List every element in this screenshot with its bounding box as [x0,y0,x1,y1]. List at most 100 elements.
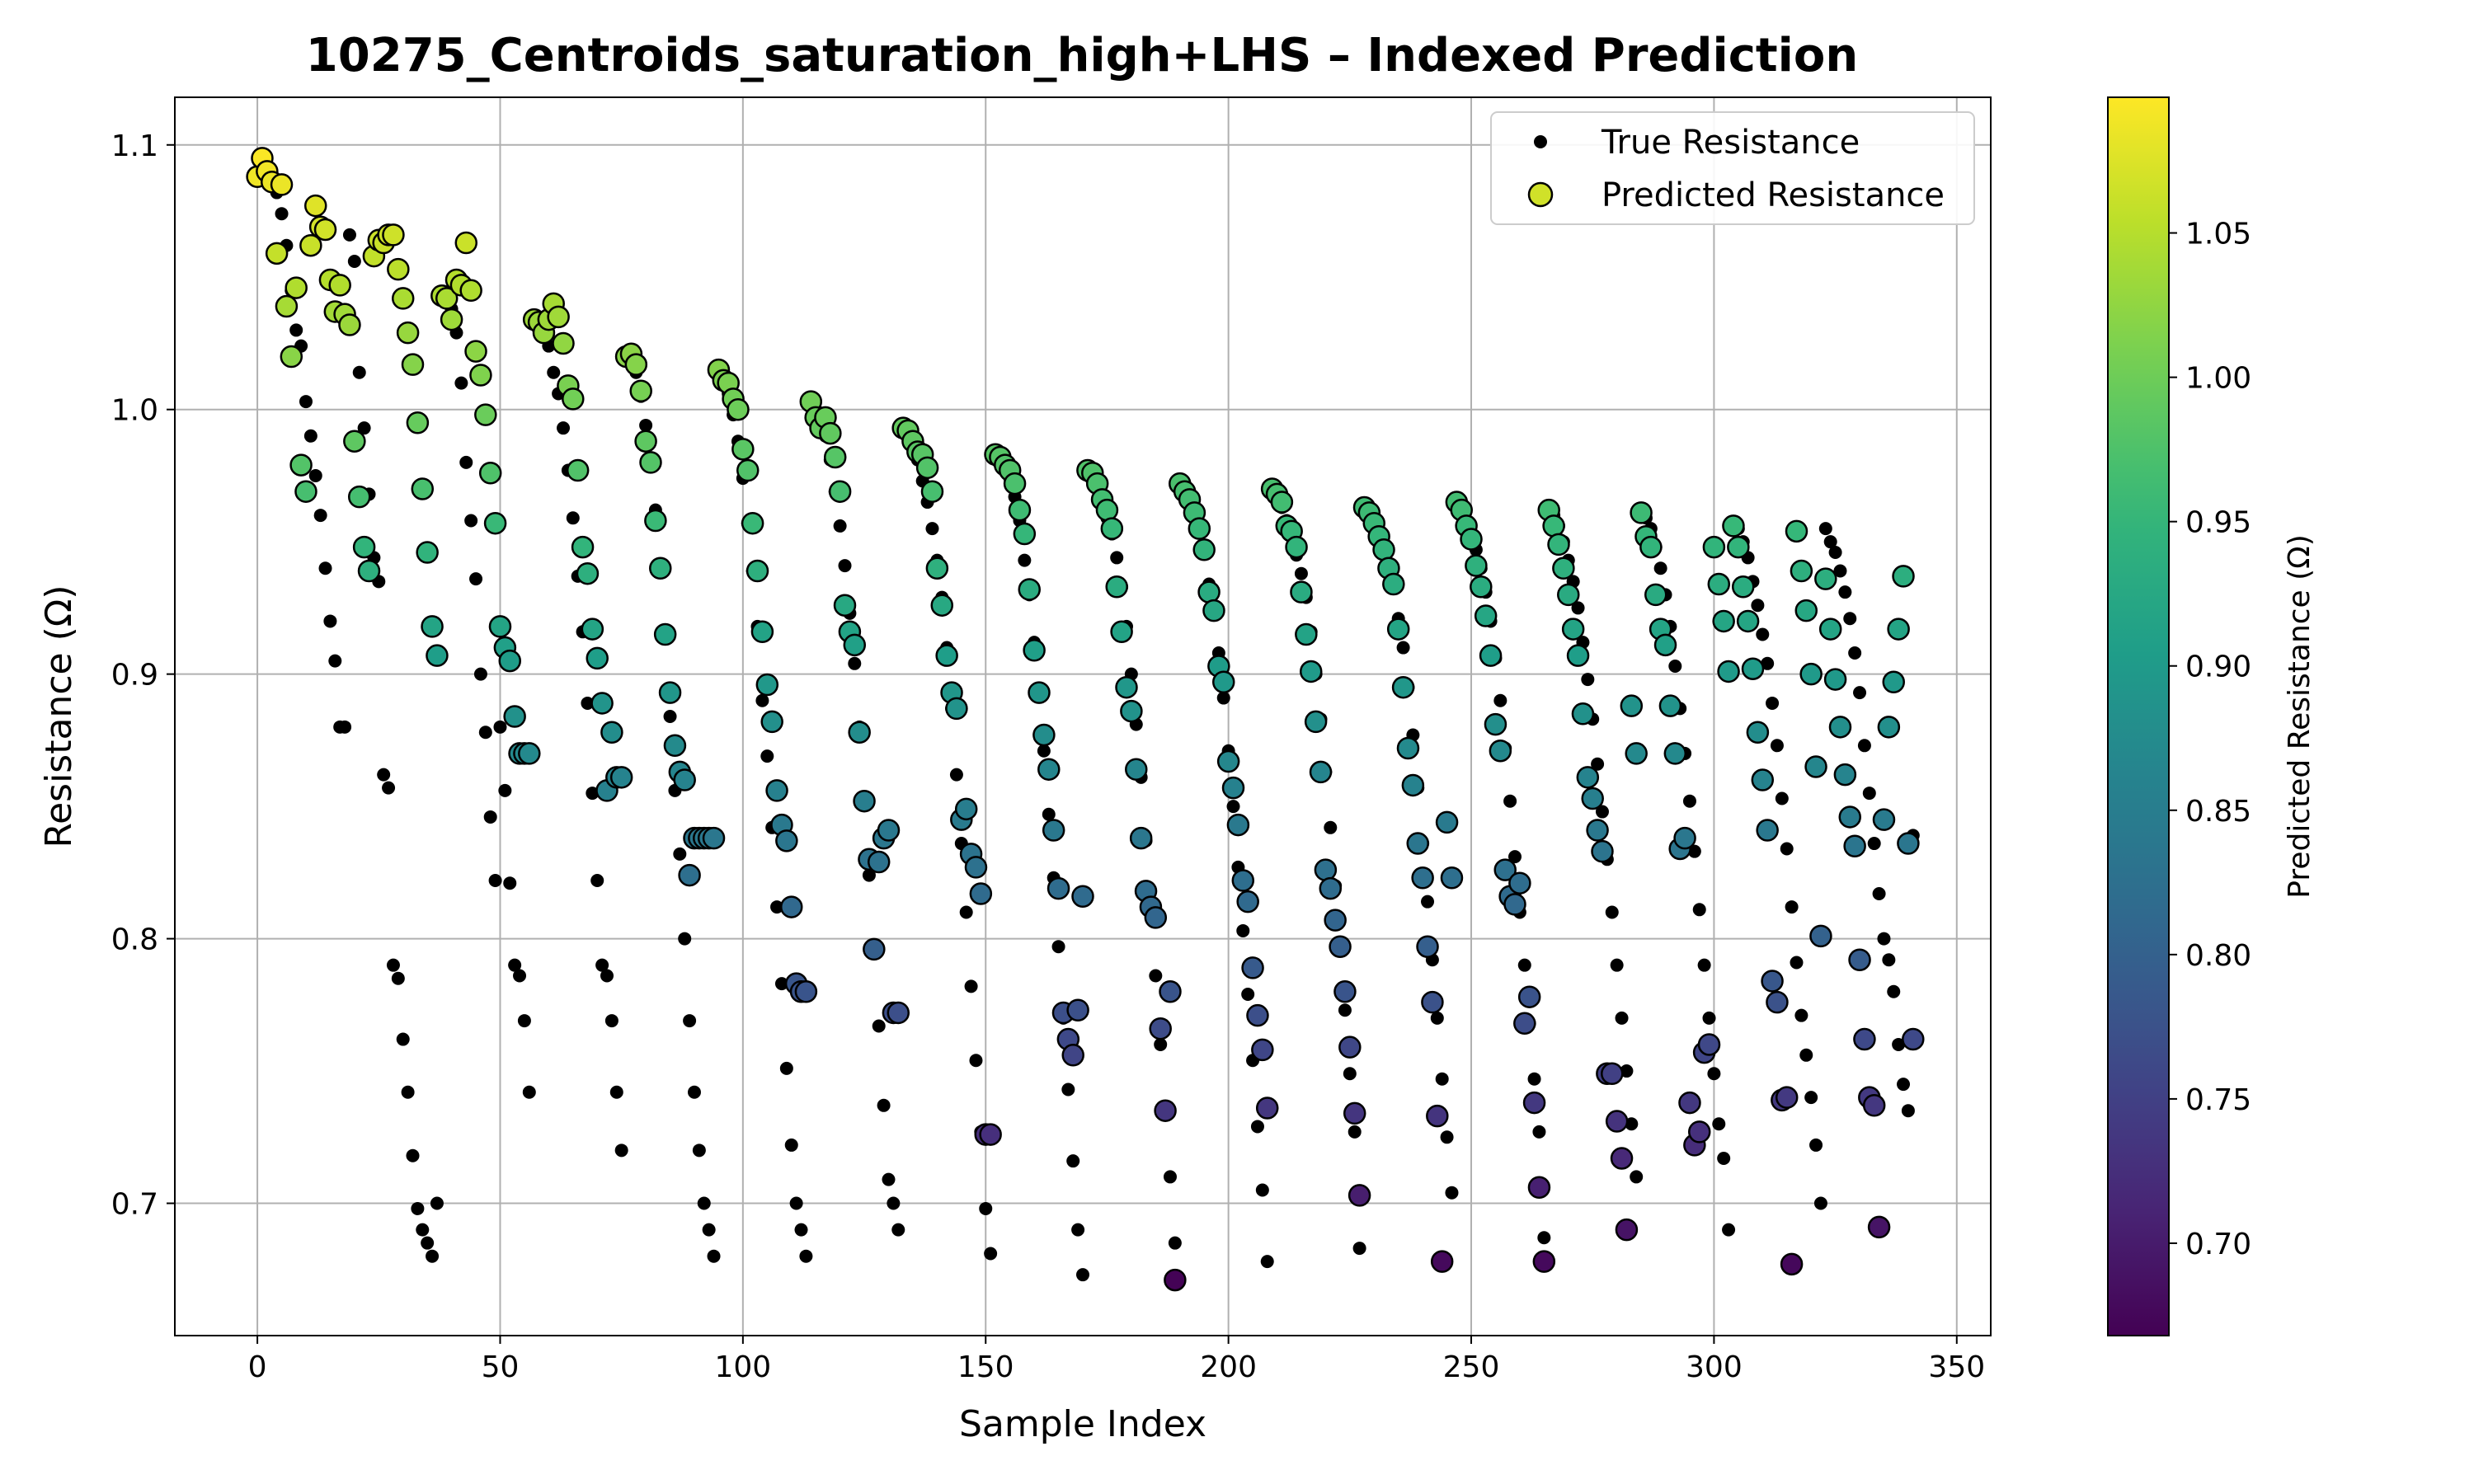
true-resistance-point [1591,757,1605,771]
true-resistance-point [1751,599,1765,613]
predicted-resistance-point [1833,763,1857,787]
predicted-resistance-point [1867,1215,1891,1239]
true-resistance-point [323,614,337,628]
predicted-resistance-point [1712,609,1735,633]
x-axis-ticks: 0 50 100 150 200 250 300 350 [248,1336,1985,1384]
predicted-resistance-point [1416,935,1439,958]
predicted-resistance-point [887,1001,910,1025]
predicted-resistance-point [1391,675,1415,699]
true-resistance-point [338,720,352,734]
true-resistance-point [833,519,847,533]
predicted-resistance-points [246,147,1925,1292]
predicted-resistance-point [1746,721,1770,744]
true-resistance-point [707,1249,721,1263]
true-resistance-point [1605,905,1619,919]
predicted-resistance-point [1299,660,1323,683]
true-resistance-point [1818,522,1832,536]
predicted-resistance-point [1110,620,1133,644]
predicted-resistance-point [1566,644,1590,667]
predicted-resistance-point [1828,716,1852,739]
true-resistance-point [1508,850,1522,864]
predicted-resistance-point [303,194,327,218]
true-resistance-point [862,868,876,882]
legend-box [1490,111,1975,225]
predicted-resistance-point [1571,702,1595,726]
predicted-resistance-point [1717,660,1740,683]
predicted-resistance-point [658,681,682,704]
true-resistance-point [838,559,852,573]
predicted-resistance-point [1241,956,1264,979]
true-resistance-point [774,977,788,991]
predicted-resistance-point [1125,758,1148,781]
true-resistance-point [1853,686,1867,700]
colorbar-tick-label: 0.85 [2185,795,2251,829]
true-resistance-point [1168,1236,1182,1250]
true-resistance-point [313,509,327,523]
predicted-resistance-point [1290,580,1313,603]
colorbar-tick-label: 1.00 [2185,362,2251,396]
predicted-resistance-point [518,742,541,765]
predicted-resistance-point [440,308,463,331]
predicted-resistance-point [1159,980,1182,1003]
predicted-resistance-point [1105,575,1128,599]
true-resistance-point [1692,903,1706,917]
true-resistance-point [1051,940,1065,954]
true-resistance-point [1867,837,1881,851]
predicted-resistance-point [469,364,492,387]
true-resistance-point [1241,987,1255,1001]
predicted-resistance-point [1848,948,1871,972]
predicted-resistance-point [1799,662,1823,686]
true-resistance-point [1828,546,1842,560]
true-resistance-point [702,1223,716,1237]
predicted-resistance-point [474,403,497,426]
true-resistance-point [755,693,769,707]
predicted-resistance-point [649,556,672,580]
predicted-resistance-point [1251,1038,1274,1062]
predicted-resistance-point [1042,819,1065,842]
colorbar-tick-label: 1.05 [2185,218,2251,251]
predicted-resistance-point [391,287,415,310]
predicted-resistance-point [1581,787,1604,810]
predicted-resistance-point [1741,657,1765,680]
true-resistance-point [275,207,289,221]
predicted-resistance-point [435,287,459,310]
y-tick-label: 0.7 [111,1188,158,1222]
predicted-resistance-point [1605,1110,1629,1133]
true-resistance-point [1430,1011,1444,1025]
predicted-resistance-point [1790,559,1813,583]
true-resistance-point [566,511,580,525]
true-resistance-point [925,522,939,536]
true-resistance-point [328,654,342,668]
predicted-resistance-point [1766,990,1789,1014]
true-resistance-point [969,1054,983,1068]
true-resistance-point [1435,1072,1449,1086]
true-resistance-point [1770,739,1784,753]
predicted-resistance-point [285,276,308,299]
predicted-resistance-point [1489,739,1512,763]
predicted-resistance-point [411,477,435,500]
predicted-resistance-point [1386,618,1410,641]
true-resistance-point [318,561,332,575]
true-resistance-point [454,376,468,390]
predicted-resistance-point [1221,776,1245,800]
predicted-resistance-point [969,882,993,905]
predicted-resistance-point [964,856,988,879]
true-resistance-point [1653,561,1667,575]
predicted-resistance-point [1644,583,1667,607]
true-resistance-point [347,254,361,268]
true-resistance-point [1421,895,1435,909]
predicted-resistance-point [1226,813,1250,837]
true-resistance-point [590,873,604,887]
predicted-resistance-point [1586,819,1609,842]
predicted-resistance-point [1144,906,1168,929]
predicted-resistance-point [624,353,648,376]
y-tick-label: 0.9 [111,659,158,693]
true-resistance-point [595,958,609,972]
true-resistance-point [1042,807,1056,821]
predicted-resistance-point [833,594,857,617]
true-resistance-point [1532,1125,1546,1139]
predicted-resistance-point [779,895,803,918]
true-resistance-point [1352,1242,1366,1256]
predicted-resistance-point [653,622,677,646]
